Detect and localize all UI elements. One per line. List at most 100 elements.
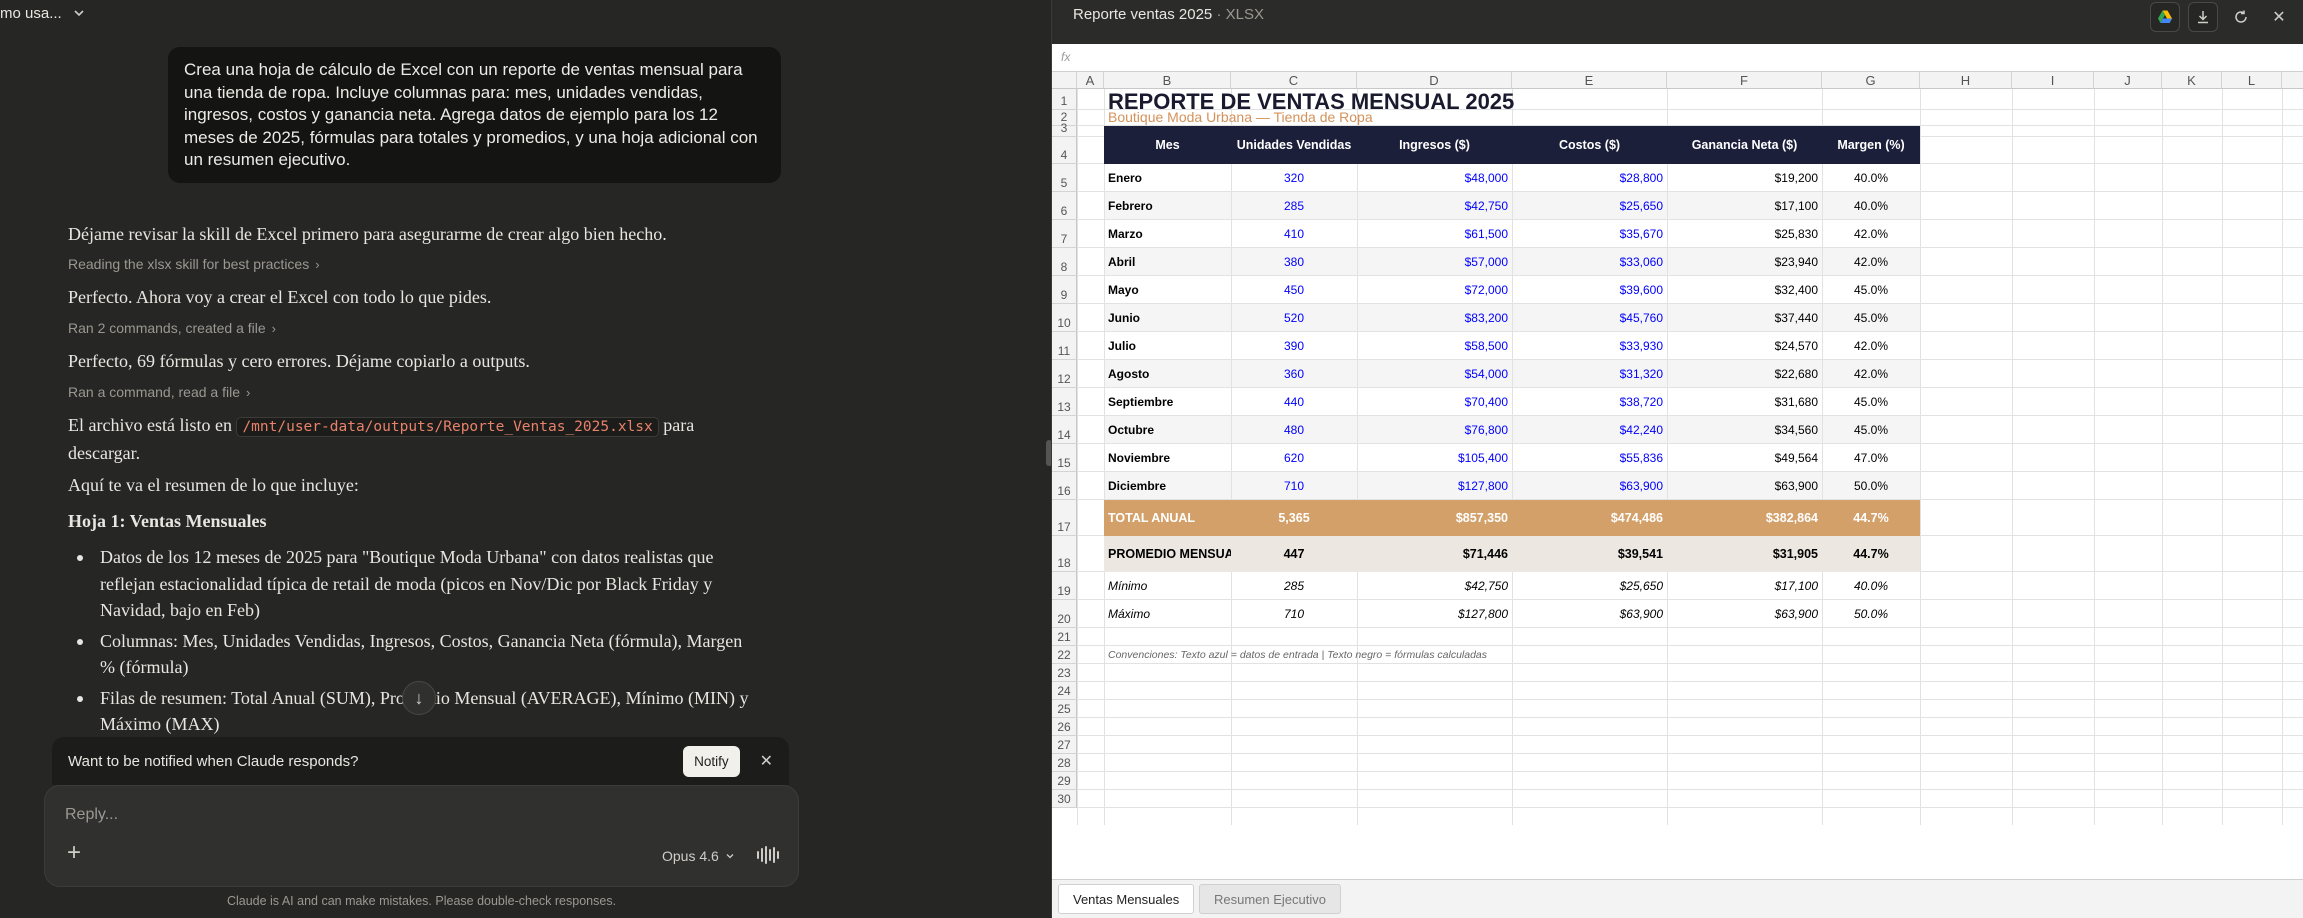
data-cell[interactable]: $127,800	[1457, 479, 1508, 493]
plus-icon[interactable]: +	[67, 839, 82, 866]
data-cell[interactable]: $17,100	[1774, 199, 1818, 213]
month-cell[interactable]: Noviembre	[1108, 451, 1171, 465]
row-header[interactable]: 19	[1052, 572, 1077, 600]
data-cell[interactable]: $61,500	[1464, 227, 1508, 241]
row-header[interactable]: 22	[1052, 646, 1077, 664]
file-path[interactable]: /mnt/user-data/outputs/Reporte_Ventas_20…	[236, 417, 659, 437]
data-cell[interactable]: $39,600	[1619, 283, 1663, 297]
data-cell[interactable]: 520	[1283, 311, 1305, 325]
data-cell[interactable]: 380	[1283, 255, 1305, 269]
data-cell[interactable]: $70,400	[1464, 395, 1508, 409]
close-icon[interactable]: ✕	[759, 753, 773, 770]
data-cell[interactable]: $22,680	[1774, 367, 1818, 381]
column-header[interactable]: B	[1104, 72, 1231, 89]
data-cell[interactable]: 42.0%	[1853, 339, 1889, 353]
data-cell[interactable]: 45.0%	[1853, 283, 1889, 297]
minimum-cell[interactable]: 40.0%	[1853, 579, 1889, 593]
row-header[interactable]: 16	[1052, 472, 1077, 500]
tool-call-2[interactable]: Ran 2 commands, created a file ›	[68, 320, 276, 336]
column-header[interactable]: K	[2162, 72, 2222, 89]
data-cell[interactable]: 480	[1283, 423, 1305, 437]
row-header[interactable]: 9	[1052, 276, 1077, 304]
maximum-cell[interactable]: $63,900	[1774, 607, 1818, 621]
data-cell[interactable]: $105,400	[1457, 451, 1508, 465]
maximum-cell[interactable]: $127,800	[1457, 607, 1508, 621]
data-cell[interactable]: $76,800	[1464, 423, 1508, 437]
column-header[interactable]: C	[1231, 72, 1357, 89]
data-cell[interactable]: $28,800	[1619, 171, 1663, 185]
data-cell[interactable]: $25,650	[1619, 199, 1663, 213]
data-cell[interactable]: 45.0%	[1853, 395, 1889, 409]
data-cell[interactable]: $72,000	[1464, 283, 1508, 297]
average-cell[interactable]: 44.7%	[1853, 547, 1889, 561]
row-header[interactable]: 28	[1052, 754, 1077, 772]
formula-bar[interactable]: fx	[1052, 44, 2303, 72]
data-cell[interactable]: 320	[1283, 171, 1305, 185]
row-header[interactable]: 11	[1052, 332, 1077, 360]
data-cell[interactable]: $31,320	[1619, 367, 1663, 381]
data-cell[interactable]: $37,440	[1774, 311, 1818, 325]
data-cell[interactable]: 440	[1283, 395, 1305, 409]
data-cell[interactable]: $48,000	[1464, 171, 1508, 185]
select-all-corner[interactable]	[1052, 72, 1077, 89]
data-cell[interactable]: $42,240	[1619, 423, 1663, 437]
row-header[interactable]: 17	[1052, 500, 1077, 536]
row-header[interactable]: 13	[1052, 388, 1077, 416]
tool-call-3[interactable]: Ran a command, read a file ›	[68, 384, 250, 400]
data-cell[interactable]: $49,564	[1774, 451, 1818, 465]
row-header[interactable]: 12	[1052, 360, 1077, 388]
data-cell[interactable]: $42,750	[1464, 199, 1508, 213]
data-cell[interactable]: $34,560	[1774, 423, 1818, 437]
tab-resumen-ejecutivo[interactable]: Resumen Ejecutivo	[1199, 884, 1341, 914]
refresh-button[interactable]	[2226, 2, 2256, 32]
data-cell[interactable]: $58,500	[1464, 339, 1508, 353]
month-cell[interactable]: Abril	[1108, 255, 1136, 269]
data-cell[interactable]: 45.0%	[1853, 311, 1889, 325]
data-cell[interactable]: $31,680	[1774, 395, 1818, 409]
download-button[interactable]	[2188, 2, 2218, 32]
reply-input[interactable]: Reply...	[65, 806, 119, 823]
total-cell[interactable]: TOTAL ANUAL	[1108, 511, 1196, 525]
row-header[interactable]: 23	[1052, 664, 1077, 682]
maximum-cell[interactable]: Máximo	[1108, 607, 1151, 621]
data-cell[interactable]: $55,836	[1619, 451, 1663, 465]
minimum-cell[interactable]: $17,100	[1774, 579, 1818, 593]
voice-mode-icon[interactable]	[757, 846, 779, 864]
data-cell[interactable]: 42.0%	[1853, 255, 1889, 269]
data-cell[interactable]: $19,200	[1774, 171, 1818, 185]
row-header[interactable]: 5	[1052, 164, 1077, 192]
row-header[interactable]: 21	[1052, 628, 1077, 646]
average-cell[interactable]: $39,541	[1617, 547, 1663, 561]
row-header[interactable]: 18	[1052, 536, 1077, 572]
month-cell[interactable]: Marzo	[1108, 227, 1143, 241]
data-cell[interactable]: $83,200	[1464, 311, 1508, 325]
pane-resize-handle[interactable]	[1046, 440, 1052, 466]
data-cell[interactable]: 620	[1283, 451, 1305, 465]
month-cell[interactable]: Septiembre	[1108, 395, 1174, 409]
month-cell[interactable]: Mayo	[1108, 283, 1139, 297]
average-cell[interactable]: $71,446	[1462, 547, 1508, 561]
column-header[interactable]: L	[2222, 72, 2282, 89]
row-header[interactable]: 26	[1052, 718, 1077, 736]
month-cell[interactable]: Diciembre	[1108, 479, 1167, 493]
data-cell[interactable]: 40.0%	[1853, 171, 1889, 185]
total-cell[interactable]: 5,365	[1278, 511, 1310, 525]
column-header[interactable]: J	[2094, 72, 2162, 89]
data-cell[interactable]: $45,760	[1619, 311, 1663, 325]
month-cell[interactable]: Julio	[1108, 339, 1137, 353]
row-header[interactable]: 15	[1052, 444, 1077, 472]
data-cell[interactable]: $63,900	[1774, 479, 1818, 493]
month-cell[interactable]: Enero	[1108, 171, 1143, 185]
data-cell[interactable]: 410	[1283, 227, 1305, 241]
maximum-cell[interactable]: 710	[1283, 607, 1305, 621]
tool-call-1[interactable]: Reading the xlsx skill for best practice…	[68, 256, 320, 272]
data-cell[interactable]: $33,060	[1619, 255, 1663, 269]
month-cell[interactable]: Febrero	[1108, 199, 1153, 213]
column-header[interactable]: F	[1667, 72, 1822, 89]
data-cell[interactable]: 360	[1283, 367, 1305, 381]
data-cell[interactable]: 47.0%	[1853, 451, 1889, 465]
minimum-cell[interactable]: Mínimo	[1108, 579, 1148, 593]
row-header[interactable]: 2	[1052, 110, 1077, 126]
month-cell[interactable]: Agosto	[1108, 367, 1150, 381]
total-cell[interactable]: 44.7%	[1853, 511, 1889, 525]
